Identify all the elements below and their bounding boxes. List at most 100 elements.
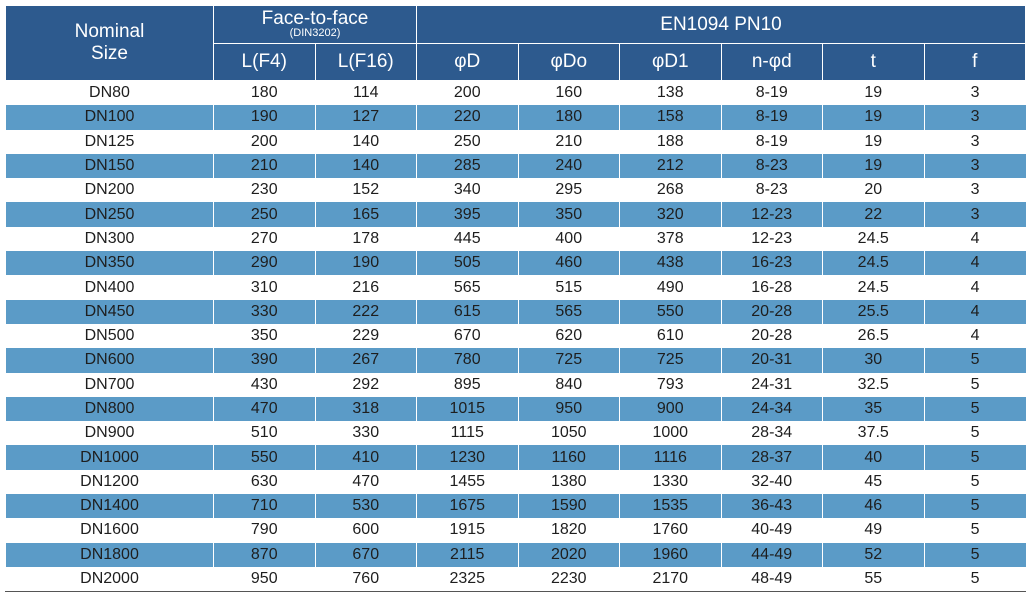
value-cell: 900 — [619, 396, 721, 422]
value-cell: 1160 — [517, 445, 620, 470]
value-cell: 2230 — [517, 566, 620, 593]
value-cell: 290 — [213, 251, 315, 276]
value-cell: 5 — [923, 494, 1026, 519]
face-to-face-subtitle: (DIN3202) — [289, 27, 341, 39]
value-cell: 140 — [314, 129, 417, 154]
table-row: DN1600 790 600 1915 1820 1760 40-49 49 5 — [5, 518, 1026, 543]
value-cell: 216 — [314, 275, 417, 300]
value-cell: 292 — [314, 372, 417, 397]
value-cell: 330 — [213, 299, 315, 324]
table-header: Nominal Size Face-to-face (DIN3202) EN10… — [5, 5, 1027, 81]
nominal-size-cell: DN800 — [5, 396, 214, 422]
column-header: L(F4) — [213, 43, 316, 81]
value-cell: 229 — [314, 323, 417, 349]
value-cell: 600 — [314, 518, 417, 543]
value-cell: 250 — [213, 202, 315, 227]
table-row: DN1400 710 530 1675 1590 1535 36-43 46 5 — [5, 494, 1026, 519]
nominal-size-cell: DN1000 — [5, 445, 214, 470]
value-cell: 138 — [619, 80, 721, 106]
value-cell: 180 — [213, 80, 315, 106]
value-cell: 222 — [314, 299, 417, 324]
value-cell: 12-23 — [720, 226, 823, 252]
value-cell: 210 — [213, 153, 315, 179]
nominal-size-cell: DN400 — [5, 275, 214, 300]
value-cell: 400 — [517, 226, 620, 252]
value-cell: 230 — [213, 178, 315, 203]
column-header: φD1 — [619, 43, 722, 81]
value-cell: 4 — [923, 323, 1026, 349]
value-cell: 160 — [517, 80, 620, 106]
value-cell: 1230 — [416, 445, 518, 470]
value-cell: 8-23 — [720, 178, 823, 203]
value-cell: 40 — [822, 445, 924, 470]
value-cell: 22 — [822, 202, 924, 227]
value-cell: 24-31 — [720, 372, 823, 397]
column-header-row: L(F4) L(F16) φD φDo φD1 n-φd t f — [6, 43, 1027, 81]
nominal-size-cell: DN500 — [5, 323, 214, 349]
table-row: DN800 470 318 1015 950 900 24-34 35 5 — [5, 396, 1026, 422]
column-header: L(F16) — [314, 43, 417, 81]
table-row: DN1200 630 470 1455 1380 1330 32-40 45 5 — [5, 469, 1026, 495]
value-cell: 515 — [517, 275, 620, 300]
value-cell: 40-49 — [720, 518, 823, 543]
value-cell: 4 — [923, 251, 1026, 276]
value-cell: 470 — [213, 396, 315, 422]
value-cell: 152 — [314, 178, 417, 203]
column-header: n-φd — [720, 43, 823, 81]
value-cell: 32-40 — [720, 469, 823, 495]
value-cell: 210 — [517, 129, 620, 154]
nominal-size-cell: DN150 — [5, 153, 214, 179]
value-cell: 780 — [416, 348, 518, 373]
nominal-size-cell: DN900 — [5, 421, 214, 446]
value-cell: 2115 — [416, 542, 518, 567]
value-cell: 445 — [416, 226, 518, 252]
value-cell: 28-37 — [720, 445, 823, 470]
value-cell: 19 — [822, 80, 924, 106]
table-row: DN80 180 114 200 160 138 8-19 19 3 — [5, 80, 1026, 106]
value-cell: 30 — [822, 348, 924, 373]
table-row: DN125 200 140 250 210 188 8-19 19 3 — [5, 129, 1026, 154]
value-cell: 1590 — [517, 494, 620, 519]
value-cell: 1960 — [619, 542, 721, 567]
value-cell: 188 — [619, 129, 721, 154]
value-cell: 725 — [619, 348, 721, 373]
nominal-size-cell: DN300 — [5, 226, 214, 252]
value-cell: 895 — [416, 372, 518, 397]
table-row: DN100 190 127 220 180 158 8-19 19 3 — [5, 105, 1026, 130]
value-cell: 630 — [213, 469, 315, 495]
value-cell: 378 — [619, 226, 721, 252]
value-cell: 35 — [822, 396, 924, 422]
nominal-size-header: Nominal Size — [5, 5, 214, 81]
value-cell: 430 — [213, 372, 315, 397]
column-header: φD — [416, 43, 519, 81]
value-cell: 670 — [314, 542, 417, 567]
value-cell: 1455 — [416, 469, 518, 495]
value-cell: 490 — [619, 275, 721, 300]
table-row: DN250 250 165 395 350 320 12-23 22 3 — [5, 202, 1026, 227]
value-cell: 178 — [314, 226, 417, 252]
nominal-size-cell: DN1400 — [5, 494, 214, 519]
value-cell: 295 — [517, 178, 620, 203]
value-cell: 200 — [213, 129, 315, 154]
value-cell: 32.5 — [822, 372, 924, 397]
value-cell: 20-28 — [720, 299, 823, 324]
value-cell: 350 — [213, 323, 315, 349]
value-cell: 530 — [314, 494, 417, 519]
value-cell: 220 — [416, 105, 518, 130]
value-cell: 320 — [619, 202, 721, 227]
nominal-size-cell: DN1200 — [5, 469, 214, 495]
value-cell: 250 — [416, 129, 518, 154]
value-cell: 310 — [213, 275, 315, 300]
table-row: DN1800 870 670 2115 2020 1960 44-49 52 5 — [5, 542, 1026, 567]
value-cell: 24.5 — [822, 275, 924, 300]
value-cell: 20-28 — [720, 323, 823, 349]
value-cell: 48-49 — [720, 566, 823, 593]
value-cell: 3 — [923, 202, 1026, 227]
value-cell: 2325 — [416, 566, 518, 593]
value-cell: 550 — [213, 445, 315, 470]
value-cell: 870 — [213, 542, 315, 567]
value-cell: 26.5 — [822, 323, 924, 349]
value-cell: 16-23 — [720, 251, 823, 276]
face-to-face-title: Face-to-face — [261, 8, 369, 29]
